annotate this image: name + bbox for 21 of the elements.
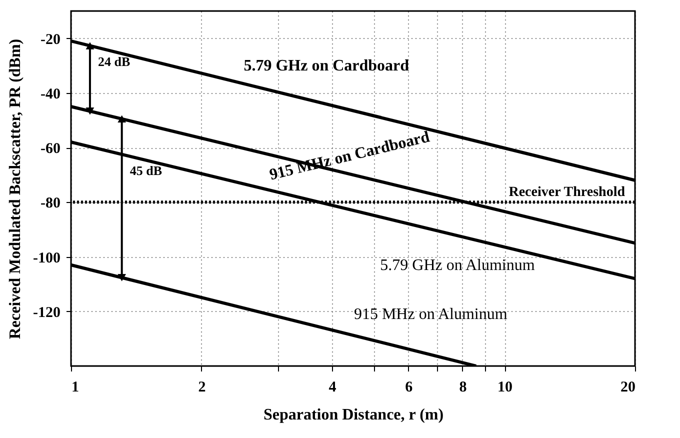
annotation: 24 dB bbox=[98, 54, 130, 70]
series-label: 5.79 GHz on Cardboard bbox=[244, 58, 410, 75]
series-label: 5.79 GHz on Aluminum bbox=[380, 256, 536, 274]
series-label: 915 MHz on Aluminum bbox=[354, 306, 508, 324]
y-tick-label: -20 bbox=[40, 32, 60, 48]
y-tick-label: -40 bbox=[40, 86, 60, 102]
x-tick-label: 8 bbox=[459, 380, 467, 396]
x-axis-title: Separation Distance, r (m) bbox=[263, 406, 444, 424]
x-tick-label: 4 bbox=[328, 380, 337, 396]
ref-line-label: Receiver Threshold bbox=[508, 185, 626, 200]
x-tick-label: 2 bbox=[198, 380, 206, 396]
y-tick-label: -60 bbox=[40, 141, 60, 158]
x-tick-label: 1 bbox=[72, 380, 79, 396]
y-tick-label: -120 bbox=[33, 304, 60, 321]
y-tick-label: -100 bbox=[33, 250, 60, 266]
y-axis-title: Received Modulated Backscatter, PR (dBm) bbox=[7, 38, 24, 340]
annotation: 45 dB bbox=[130, 162, 162, 178]
x-tick-label: 6 bbox=[405, 380, 414, 396]
y-tick-label: -80 bbox=[40, 196, 60, 212]
x-tick-label: 10 bbox=[498, 380, 513, 396]
x-tick-label: 20 bbox=[620, 380, 636, 396]
